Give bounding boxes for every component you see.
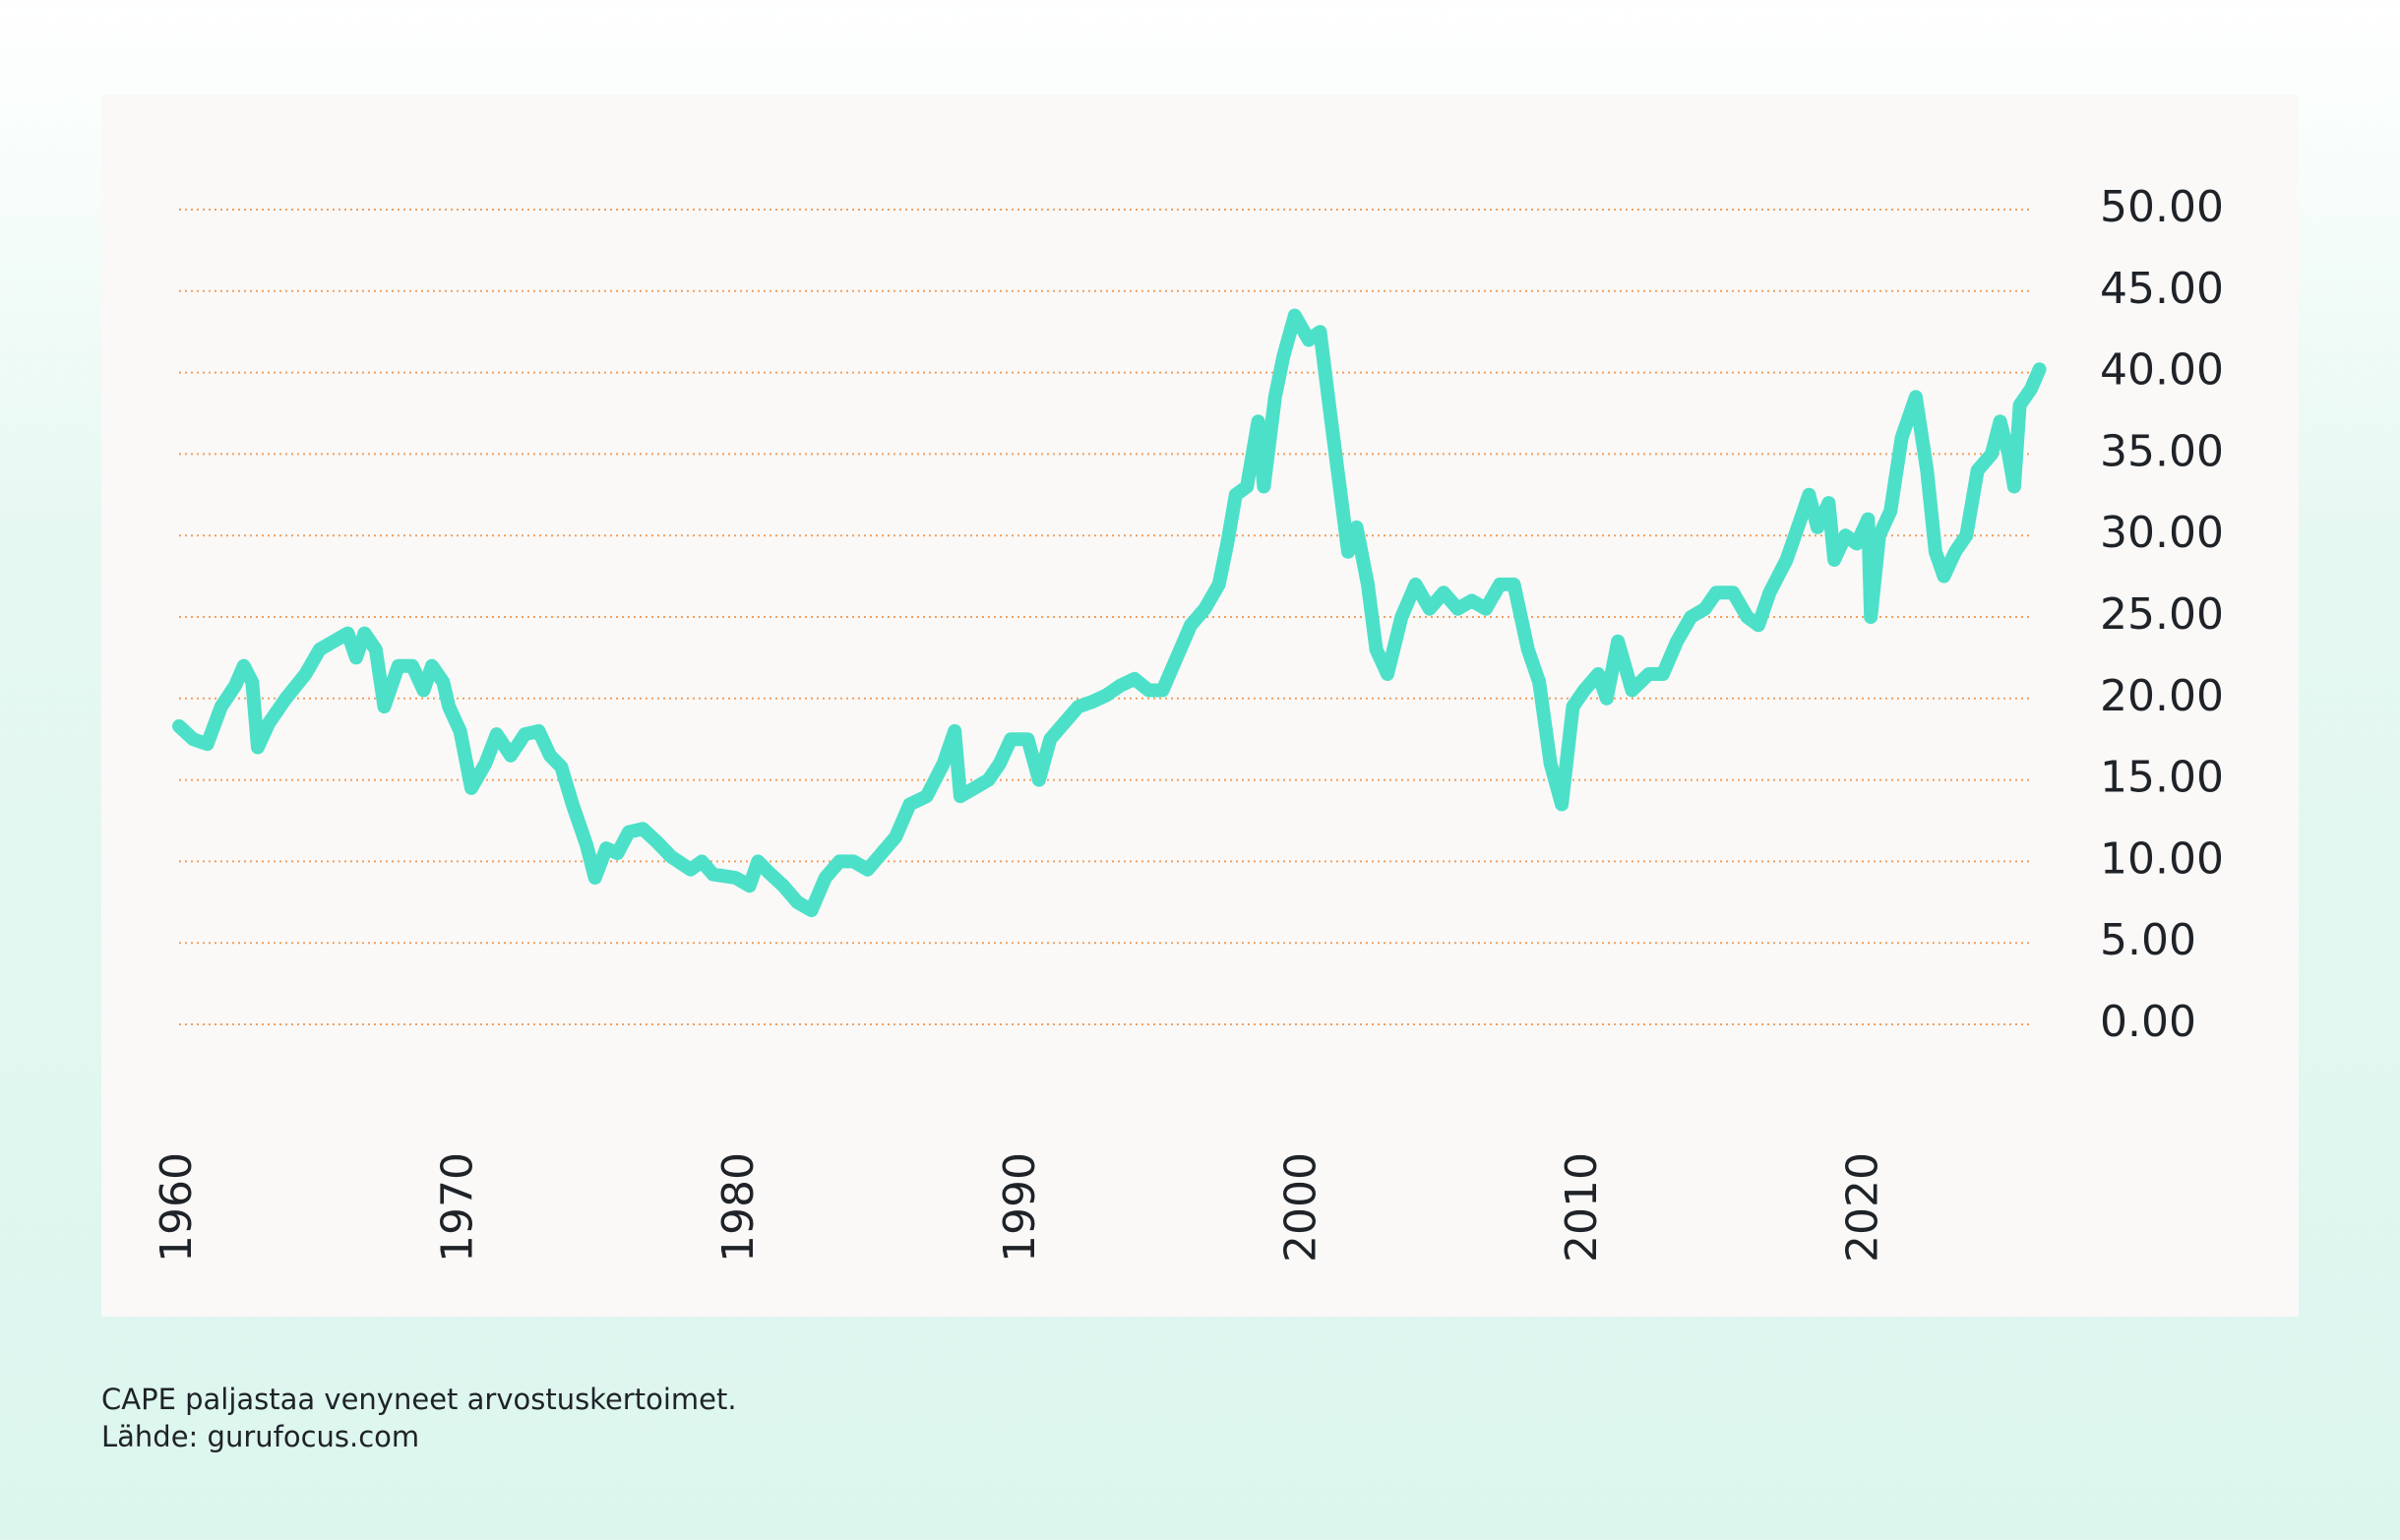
y-tick-label: 20.00 <box>2100 671 2224 721</box>
y-tick-label: 0.00 <box>2100 997 2196 1047</box>
y-tick-label: 25.00 <box>2100 589 2224 640</box>
y-tick-label: 50.00 <box>2100 182 2224 232</box>
x-tick-label: 1980 <box>713 1152 764 1263</box>
y-tick-label: 5.00 <box>2100 915 2196 965</box>
cape-line <box>172 308 2047 918</box>
y-tick-label: 15.00 <box>2100 753 2224 803</box>
y-tick-label: 35.00 <box>2100 426 2224 476</box>
chart-panel <box>101 94 2299 1317</box>
caption: CAPE paljastaa venyneet arvostuskertoime… <box>101 1383 737 1416</box>
x-tick-label: 2020 <box>1838 1152 1888 1263</box>
y-tick-label: 10.00 <box>2100 833 2224 884</box>
y-tick-label: 45.00 <box>2100 264 2224 314</box>
x-tick-label: 2000 <box>1275 1152 1325 1263</box>
x-tick-label: 1990 <box>995 1152 1045 1263</box>
y-tick-label: 30.00 <box>2100 508 2224 558</box>
y-tick-label: 40.00 <box>2100 345 2224 396</box>
x-tick-label: 1960 <box>152 1152 202 1263</box>
source: Lähde: gurufocus.com <box>101 1420 419 1453</box>
x-tick-label: 2010 <box>1557 1152 1607 1263</box>
x-tick-label: 1970 <box>433 1152 483 1263</box>
